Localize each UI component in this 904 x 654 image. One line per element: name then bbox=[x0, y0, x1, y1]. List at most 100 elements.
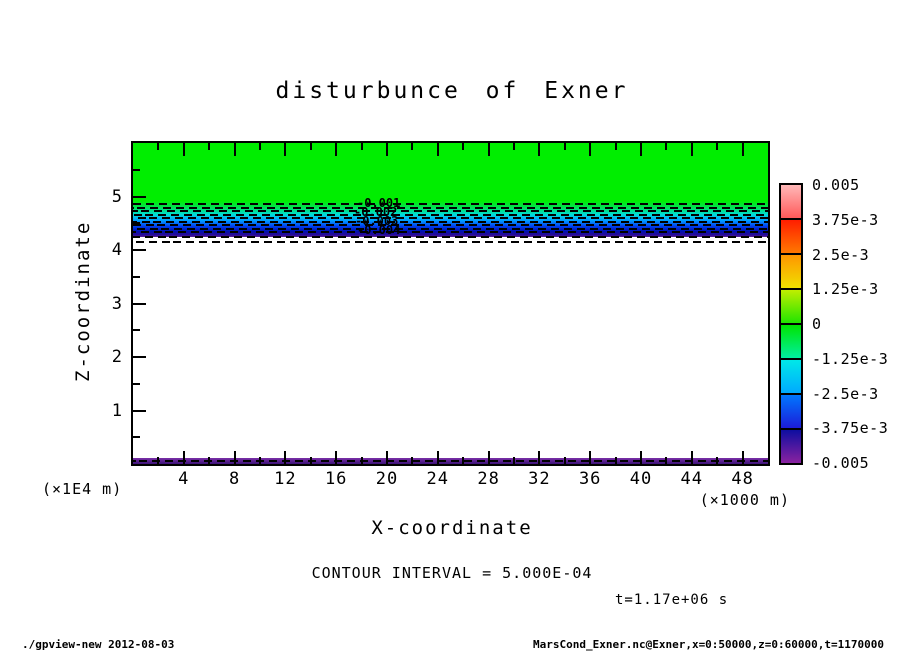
x-tick-mark bbox=[335, 451, 338, 464]
z-tick-mark bbox=[133, 195, 146, 198]
colorbar-segment bbox=[781, 290, 801, 325]
z-tick-mark bbox=[133, 275, 140, 278]
colorbar-segment bbox=[781, 185, 801, 220]
x-tick-mark bbox=[360, 457, 363, 464]
z-tick-mark bbox=[133, 329, 140, 332]
x-tick-mark bbox=[640, 143, 642, 156]
colorbar-tick-label: -0.005 bbox=[812, 454, 870, 472]
footer-data-source: MarsCond_Exner.nc@Exner,x=0:50000,z=0:60… bbox=[533, 638, 884, 651]
x-tick-mark bbox=[259, 143, 261, 150]
x-tick-mark bbox=[182, 451, 185, 464]
z-tick-mark bbox=[133, 222, 140, 225]
z-axis-units: (×1E4 m) bbox=[42, 480, 123, 498]
contour-line bbox=[133, 203, 768, 205]
contour-label: -0.002 bbox=[354, 205, 398, 219]
x-tick-mark bbox=[360, 143, 363, 150]
contour-label: -0.001 bbox=[357, 196, 401, 210]
chart-title: disturbunce of Exner bbox=[275, 78, 629, 104]
x-tick-mark bbox=[309, 457, 312, 464]
colorbar-tick-label: 0.005 bbox=[812, 176, 860, 194]
contour-line bbox=[133, 210, 768, 212]
x-tick-mark bbox=[436, 143, 439, 156]
contour-label: -0.003 bbox=[355, 214, 399, 228]
colorbar-tick-label: 3.75e-3 bbox=[812, 210, 879, 229]
z-tick-label: 4 bbox=[111, 240, 122, 260]
z-tick-mark bbox=[133, 168, 140, 171]
z-tick-mark bbox=[133, 382, 140, 385]
colorbar-tick-label: 1.25e-3 bbox=[812, 280, 879, 299]
colorbar-segment bbox=[781, 360, 801, 395]
x-tick-mark bbox=[462, 143, 465, 150]
x-tick-mark bbox=[665, 457, 668, 464]
z-tick-label: 1 bbox=[111, 400, 122, 421]
x-tick-mark bbox=[411, 457, 414, 464]
z-tick-mark bbox=[133, 409, 146, 412]
z-tick-label: 3 bbox=[111, 293, 122, 314]
x-tick-mark bbox=[335, 143, 338, 156]
contour-label: -0.004 bbox=[357, 223, 401, 237]
z-tick-label: 5 bbox=[111, 186, 122, 207]
colorbar-segment bbox=[781, 395, 801, 430]
x-tick-label: 36 bbox=[578, 469, 602, 489]
z-tick-mark bbox=[133, 302, 146, 305]
x-tick-label: 40 bbox=[629, 469, 653, 489]
x-tick-label: 16 bbox=[324, 469, 348, 489]
x-tick-mark bbox=[259, 457, 261, 464]
x-tick-mark bbox=[538, 451, 541, 464]
colorbar-segment bbox=[781, 220, 801, 255]
z-tick-mark bbox=[133, 249, 146, 251]
x-tick-mark bbox=[716, 143, 719, 150]
x-tick-label: 4 bbox=[178, 469, 190, 489]
x-tick-mark bbox=[563, 457, 566, 464]
contour-line bbox=[133, 224, 768, 226]
colorbar-tick-label: 2.5e-3 bbox=[812, 245, 870, 264]
x-tick-mark bbox=[233, 143, 236, 156]
z-tick-label: 2 bbox=[111, 347, 122, 367]
x-tick-mark bbox=[284, 451, 287, 464]
colorbar-segment bbox=[781, 325, 801, 360]
contour-line bbox=[133, 240, 768, 243]
colorbar-tick-label: -2.5e-3 bbox=[812, 384, 879, 403]
contour-line bbox=[133, 235, 768, 238]
x-tick-mark bbox=[233, 451, 236, 464]
x-tick-mark bbox=[538, 143, 541, 156]
x-tick-mark bbox=[208, 143, 211, 150]
field-green-region bbox=[133, 143, 768, 201]
contour-line bbox=[133, 213, 768, 216]
x-axis-units: (×1000 m) bbox=[699, 491, 790, 509]
x-tick-mark bbox=[690, 143, 693, 156]
x-tick-mark bbox=[513, 143, 515, 150]
x-axis-title: X-coordinate bbox=[371, 517, 533, 539]
contour-line bbox=[133, 217, 768, 219]
colorbar bbox=[779, 183, 803, 465]
x-tick-label: 28 bbox=[477, 469, 500, 489]
contour-interval-note: CONTOUR INTERVAL = 5.000E-04 bbox=[311, 564, 593, 582]
x-tick-mark bbox=[462, 457, 465, 464]
x-tick-label: 32 bbox=[528, 469, 551, 489]
x-tick-mark bbox=[487, 451, 490, 464]
x-tick-mark bbox=[589, 451, 592, 464]
time-stamp: t=1.17e+06 s bbox=[615, 592, 729, 608]
x-tick-mark bbox=[436, 451, 439, 464]
x-tick-mark bbox=[309, 143, 312, 150]
x-tick-mark bbox=[513, 457, 515, 464]
x-tick-mark bbox=[640, 451, 642, 464]
x-tick-mark bbox=[690, 451, 693, 464]
plot-canvas: -0.001 -0.002 -0.003 -0.004 bbox=[133, 143, 768, 464]
x-tick-mark bbox=[157, 143, 160, 150]
x-tick-mark bbox=[208, 457, 211, 464]
contour-line bbox=[133, 220, 768, 223]
colorbar-tick-label: -1.25e-3 bbox=[812, 349, 889, 368]
colorbar-tick-label: 0 bbox=[812, 315, 822, 333]
x-tick-mark bbox=[614, 457, 617, 464]
x-tick-mark bbox=[614, 143, 617, 150]
x-tick-mark bbox=[284, 143, 287, 156]
x-tick-label: 20 bbox=[375, 469, 399, 489]
x-tick-mark bbox=[589, 143, 592, 156]
x-tick-mark bbox=[386, 451, 388, 464]
contour-line bbox=[133, 227, 768, 230]
x-tick-mark bbox=[157, 457, 160, 464]
contour-line bbox=[133, 206, 768, 209]
z-tick-mark bbox=[133, 356, 146, 358]
x-tick-label: 12 bbox=[274, 469, 297, 489]
